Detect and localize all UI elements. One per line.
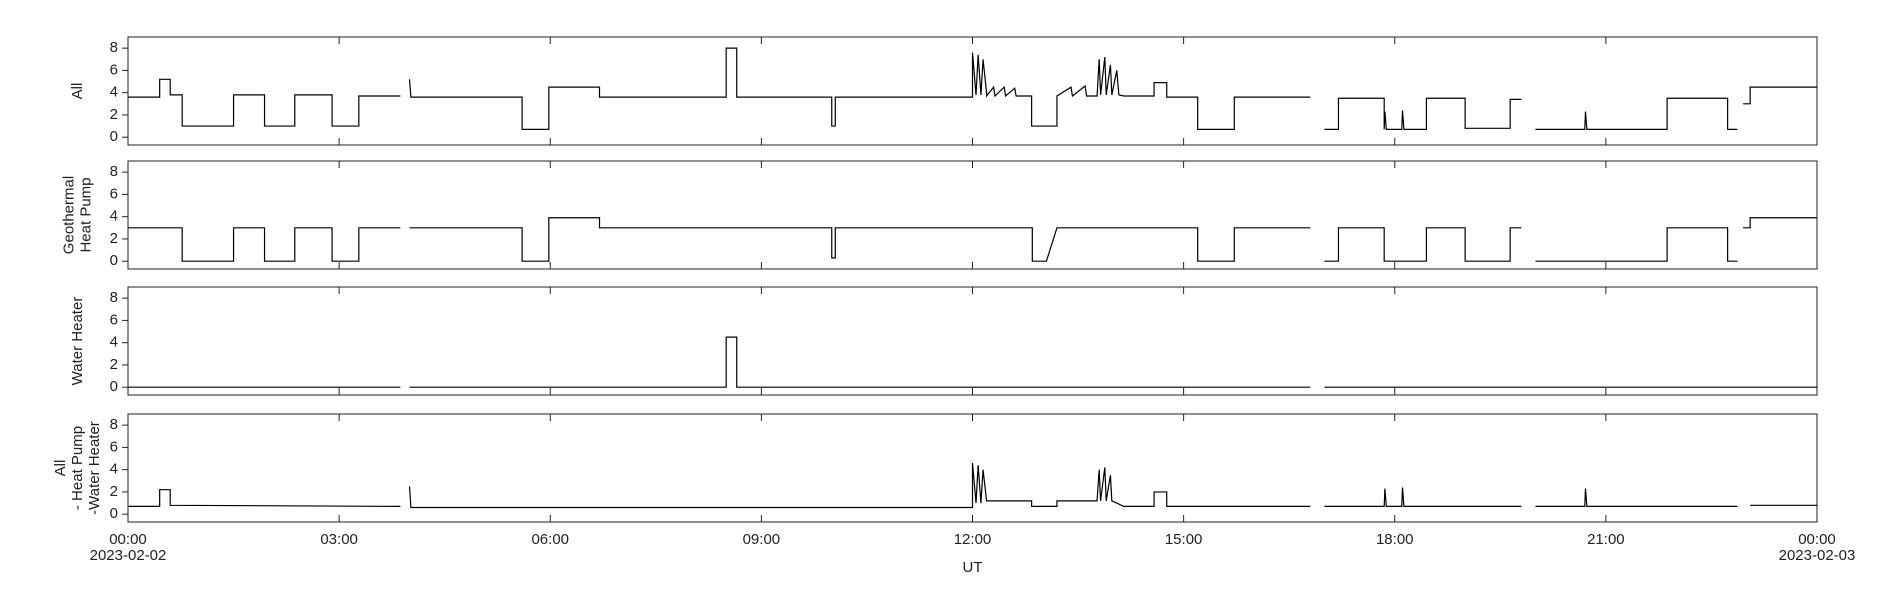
- y-tick-label: 4: [110, 84, 118, 101]
- x-tick-label: 06:00: [531, 531, 569, 548]
- trace: [128, 336, 1817, 388]
- y-axis-label: -Water Heater: [86, 421, 103, 515]
- trace: [128, 47, 1817, 131]
- y-tick-label: 4: [110, 334, 118, 351]
- x-date-label: 2023-02-03: [1779, 547, 1856, 564]
- y-tick-label: 2: [110, 483, 118, 500]
- x-tick-label: 15:00: [1165, 531, 1203, 548]
- x-tick-label: 12:00: [954, 531, 992, 548]
- y-tick-label: 4: [110, 208, 118, 225]
- y-tick-label: 2: [110, 106, 118, 123]
- y-axis-label: Geothermal: [60, 176, 77, 254]
- y-tick-label: 2: [110, 230, 118, 247]
- y-tick-label: 0: [110, 378, 118, 395]
- y-axis-label: Water Heater: [69, 297, 86, 386]
- y-axis-label: Heat Pump: [77, 177, 94, 252]
- y-tick-label: 4: [110, 461, 118, 478]
- x-tick-label: 21:00: [1587, 531, 1625, 548]
- y-tick-label: 6: [110, 438, 118, 455]
- y-tick-label: 6: [110, 311, 118, 328]
- y-tick-label: 6: [110, 61, 118, 78]
- x-tick-label: 18:00: [1376, 531, 1414, 548]
- y-tick-label: 0: [110, 128, 118, 145]
- y-tick-label: 8: [110, 39, 118, 56]
- y-axis-label: All: [69, 83, 86, 100]
- y-tick-label: 6: [110, 185, 118, 202]
- trace: [128, 217, 1817, 262]
- y-tick-label: 2: [110, 356, 118, 373]
- x-axis-label: UT: [963, 559, 983, 576]
- y-tick-label: 8: [110, 416, 118, 433]
- trace: [128, 462, 1817, 509]
- y-tick-label: 8: [110, 289, 118, 306]
- y-tick-label: 8: [110, 163, 118, 180]
- x-date-label: 2023-02-02: [90, 547, 167, 564]
- y-tick-label: 0: [110, 505, 118, 522]
- x-tick-label: 00:00: [1798, 531, 1836, 548]
- plot-frame: [127, 286, 1818, 396]
- y-axis-label: All: [52, 460, 69, 477]
- x-tick-label: 03:00: [320, 531, 358, 548]
- x-tick-label: 00:00: [109, 531, 147, 548]
- y-axis-label: - Heat Pump: [69, 426, 86, 510]
- plot-frame: [127, 160, 1818, 270]
- y-tick-label: 0: [110, 252, 118, 269]
- x-tick-label: 09:00: [743, 531, 781, 548]
